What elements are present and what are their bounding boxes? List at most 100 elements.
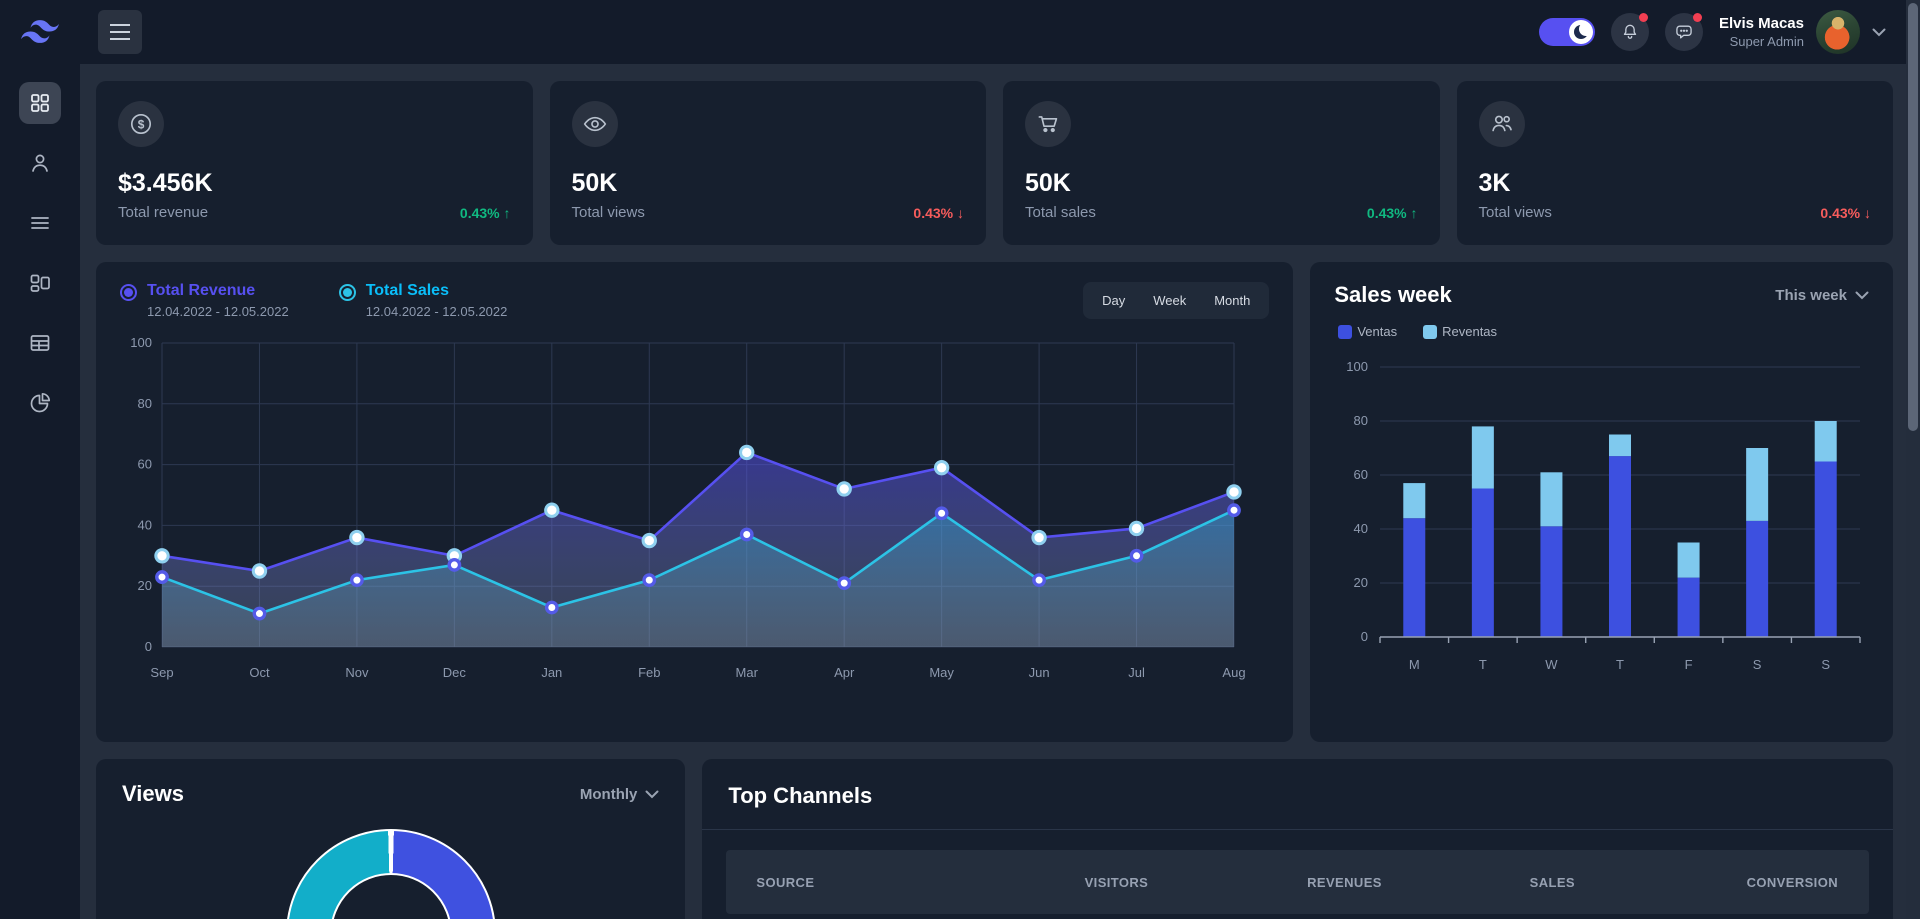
svg-text:S: S — [1822, 657, 1831, 672]
legend-reventas[interactable]: Reventas — [1423, 324, 1497, 339]
svg-text:Oct: Oct — [249, 665, 270, 680]
charts-row: Total Revenue 12.04.2022 - 12.05.2022 To… — [96, 262, 1893, 742]
svg-text:20: 20 — [1354, 575, 1368, 590]
sales-week-dropdown[interactable]: This week — [1775, 287, 1869, 304]
users-icon — [1491, 115, 1512, 132]
messages-button[interactable] — [1664, 13, 1703, 51]
app-logo[interactable] — [0, 20, 80, 44]
user-role: Super Admin — [1729, 34, 1804, 49]
svg-text:F: F — [1685, 657, 1693, 672]
views-dropdown[interactable]: Monthly — [580, 786, 660, 803]
svg-text:Apr: Apr — [834, 665, 855, 680]
cart-icon — [1038, 116, 1058, 133]
legend-total-sales[interactable]: Total Sales 12.04.2022 - 12.05.2022 — [338, 282, 507, 319]
eye-icon — [583, 116, 606, 132]
legend-label: Total Sales — [365, 282, 449, 299]
stat-delta: 0.43% ↓ — [913, 205, 964, 221]
legend-total-revenue[interactable]: Total Revenue 12.04.2022 - 12.05.2022 — [120, 282, 289, 319]
range-week-button[interactable]: Week — [1139, 287, 1200, 314]
trend-arrow-icon: ↑ — [1410, 205, 1418, 221]
line-area-chart: 0 20 40 60 80 100 Sep Oct Nov Dec Jan Feb Mar Apr May J… — [130, 335, 1245, 680]
svg-text:T: T — [1616, 657, 1624, 672]
stat-card-views: 50K Total views 0.43% ↓ — [549, 81, 986, 245]
svg-text:M: M — [1409, 657, 1420, 672]
trend-arrow-icon: ↓ — [957, 205, 964, 221]
sidebar-item-profile[interactable] — [19, 142, 61, 184]
svg-text:Sep: Sep — [150, 665, 173, 680]
sidebar-item-tables[interactable] — [19, 322, 61, 364]
svg-text:60: 60 — [1354, 467, 1368, 482]
svg-text:Jun: Jun — [1029, 665, 1050, 680]
svg-text:Jul: Jul — [1128, 665, 1145, 680]
stat-delta: 0.43% ↓ — [1820, 205, 1871, 221]
sidebar — [0, 64, 80, 919]
svg-text:Nov: Nov — [345, 665, 369, 680]
svg-text:T: T — [1479, 657, 1487, 672]
topbar: Elvis Macas Super Admin — [0, 0, 1920, 64]
sidebar-item-layout[interactable] — [19, 262, 61, 304]
chevron-down-icon — [1855, 291, 1869, 299]
notifications-button[interactable] — [1610, 13, 1649, 51]
dashboard-grid-icon — [31, 94, 49, 112]
stat-value: 50K — [571, 169, 618, 197]
stat-value: 3K — [1478, 169, 1511, 197]
layout-kanban-icon — [30, 274, 50, 292]
svg-text:80: 80 — [138, 396, 152, 411]
menu-lines-icon — [31, 217, 49, 229]
toggle-knob — [1568, 20, 1593, 44]
bottom-row: Views Monthly Top Channels Source Visito… — [96, 759, 1893, 919]
svg-text:Feb: Feb — [638, 665, 660, 680]
stat-label: Total views — [1478, 204, 1552, 221]
legend-label: Total Revenue — [147, 282, 256, 299]
views-card: Views Monthly — [96, 759, 686, 919]
bell-icon — [1623, 24, 1637, 39]
sidebar-item-menu[interactable] — [19, 202, 61, 244]
svg-text:Aug: Aug — [1222, 665, 1245, 680]
chat-icon — [1676, 25, 1692, 39]
svg-text:100: 100 — [130, 335, 152, 350]
sidebar-item-dashboard[interactable] — [19, 82, 61, 124]
svg-text:60: 60 — [138, 457, 152, 472]
range-button-group: Day Week Month — [1083, 282, 1270, 319]
radio-marker-icon — [120, 284, 137, 301]
notification-dot — [1638, 13, 1648, 22]
trend-arrow-icon: ↑ — [503, 205, 511, 221]
stat-value: 50K — [1025, 169, 1071, 197]
user-menu[interactable]: Elvis Macas Super Admin — [1719, 10, 1886, 54]
column-header-revenues: Revenues — [1307, 874, 1382, 890]
stat-label: Total views — [571, 204, 645, 221]
user-name: Elvis Macas — [1718, 15, 1804, 32]
column-header-source: Source — [756, 874, 815, 890]
range-month-button[interactable]: Month — [1200, 287, 1264, 314]
legend-ventas[interactable]: Ventas — [1338, 324, 1397, 339]
chevron-down-icon — [645, 790, 659, 798]
legend-date-range: 12.04.2022 - 12.05.2022 — [147, 304, 289, 319]
svg-text:80: 80 — [1354, 413, 1368, 428]
svg-text:$: $ — [138, 117, 145, 131]
column-header-sales: Sales — [1529, 874, 1575, 890]
moon-icon — [1574, 25, 1588, 39]
svg-text:100: 100 — [1347, 359, 1369, 374]
message-dot — [1692, 13, 1702, 22]
top-channels-title: Top Channels — [728, 783, 873, 808]
stat-cards-row: $ $3.456K Total revenue 0.43% ↑ 50K Tota… — [96, 81, 1893, 245]
tailwind-logo-icon — [21, 20, 59, 43]
views-title: Views — [122, 781, 184, 806]
scrollbar-thumb[interactable] — [1908, 3, 1918, 431]
revenue-sales-chart-card: Total Revenue 12.04.2022 - 12.05.2022 To… — [96, 262, 1294, 742]
sidebar-item-charts[interactable] — [19, 382, 61, 424]
range-day-button[interactable]: Day — [1088, 287, 1139, 314]
svg-text:Jan: Jan — [541, 665, 562, 680]
sidebar-toggle-button[interactable] — [98, 10, 142, 54]
stat-card-revenue: $ $3.456K Total revenue 0.43% ↑ — [96, 81, 533, 245]
stat-value: $3.456K — [118, 169, 213, 197]
svg-text:40: 40 — [138, 517, 152, 532]
stat-delta: 0.43% ↑ — [459, 205, 511, 221]
page-scrollbar — [1906, 0, 1920, 919]
stacked-bar-chart: 0 20 40 60 80 100 M T W T F S S — [1347, 359, 1862, 672]
svg-text:May: May — [929, 665, 954, 680]
chevron-down-icon — [1872, 28, 1886, 36]
trend-arrow-icon: ↓ — [1864, 205, 1871, 221]
profile-icon — [32, 154, 48, 172]
dark-mode-toggle[interactable] — [1538, 18, 1595, 46]
